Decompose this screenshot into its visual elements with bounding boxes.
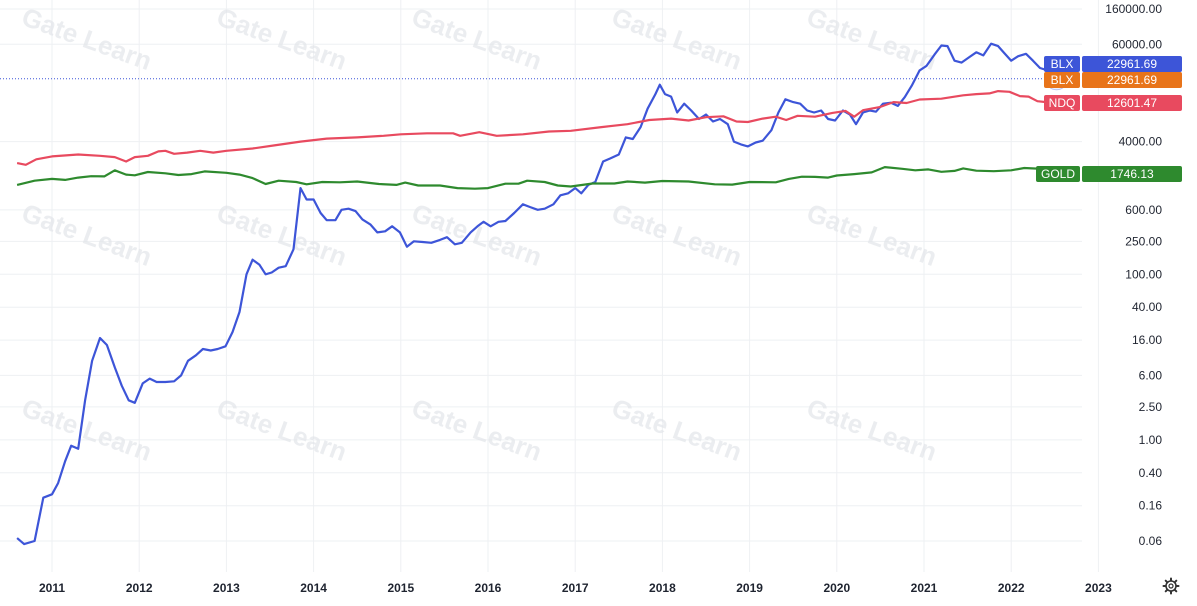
value-tag-ndq: NDQ 12601.47 [1044,95,1182,111]
tag-last-value: 1746.13 [1110,167,1154,181]
y-tick-label: 250.00 [1125,234,1162,248]
value-tag-blx: BLX 22961.69 [1044,56,1182,72]
watermark-text: Gate Learn [803,392,941,467]
series-layer [16,42,1058,546]
value-tag-gold: GOLD 1746.13 [1036,166,1182,182]
tag-value-box [1082,95,1182,111]
y-tick-label: 2.50 [1139,400,1163,414]
watermark-layer: Gate Learn Gate Learn Gate Learn Gate Learn… [18,1,941,467]
tag-last-value: 12601.47 [1107,96,1157,110]
x-tick-label: 2023 [1085,581,1112,595]
tag-name-box [1044,95,1080,111]
tag-series-name: BLX [1051,57,1074,71]
y-tick-label: 600.00 [1125,203,1162,217]
y-tick-label: 60000.00 [1112,37,1162,51]
tag-value-box [1082,56,1182,72]
y-tick-label: 4000.00 [1119,135,1163,149]
x-axis: 2011 2012 2013 2014 2015 2016 2017 2018 2019 2020… [39,581,1112,595]
watermark-text: Gate Learn [213,1,351,76]
tag-series-name: NDQ [1049,96,1076,110]
series-line-gold-3[interactable] [16,166,1057,190]
series-line-ndq-2[interactable] [16,90,1058,166]
x-tick-label: 2022 [998,581,1025,595]
y-tick-label: 6.00 [1139,368,1163,382]
watermark-text: Gate Learn [408,1,546,76]
grid [0,0,1099,572]
value-tag-blx: BLX 22961.69 [1044,72,1182,88]
watermark-text: Gate Learn [608,392,746,467]
watermark-text: Gate Learn [213,197,351,272]
x-tick-label: 2019 [736,581,763,595]
y-axis: 160000.00 60000.00 4000.00 600.00 250.00 100.… [1105,2,1162,548]
x-tick-label: 2013 [213,581,240,595]
y-tick-label: 40.00 [1132,300,1162,314]
x-tick-label: 2021 [911,581,938,595]
x-tick-label: 2016 [475,581,502,595]
tag-series-name: GOLD [1041,167,1075,181]
watermark-text: Gate Learn [18,197,156,272]
tag-series-name: BLX [1051,73,1074,87]
watermark-text: Gate Learn [803,197,941,272]
tag-last-value: 22961.69 [1107,57,1157,71]
watermark-text: Gate Learn [18,1,156,76]
watermark-text: Gate Learn [608,1,746,76]
series-line-blx-0[interactable] [16,42,1058,546]
watermark-text: Gate Learn [408,197,546,272]
x-tick-label: 2011 [39,581,65,595]
settings-gear-icon[interactable] [1162,577,1180,595]
x-tick-label: 2018 [649,581,676,595]
tag-name-box [1044,72,1080,88]
y-tick-label: 160000.00 [1105,2,1162,16]
x-tick-label: 2015 [387,581,414,595]
y-tick-label: 0.06 [1139,534,1163,548]
x-tick-label: 2012 [126,581,153,595]
tag-name-box [1036,166,1080,182]
x-tick-label: 2014 [300,581,327,595]
watermark-text: Gate Learn [408,392,546,467]
watermark-text: Gate Learn [608,197,746,272]
y-tick-label: 0.16 [1139,499,1163,513]
y-tick-label: 100.00 [1125,267,1162,281]
tag-last-value: 22961.69 [1107,73,1157,87]
last-value-tags: BLX 22961.69 BLX 22961.69 NDQ 12601.47 GOLD 174… [1036,56,1182,182]
watermark-text: Gate Learn [213,392,351,467]
y-tick-label: 1.00 [1139,433,1163,447]
x-tick-label: 2020 [823,581,850,595]
y-tick-label: 0.40 [1139,466,1163,480]
tag-value-box [1082,166,1182,182]
y-tick-label: 16.00 [1132,333,1162,347]
x-tick-label: 2017 [562,581,589,595]
tag-value-box [1082,72,1182,88]
watermark-text: Gate Learn [803,1,941,76]
tag-name-box [1044,56,1080,72]
